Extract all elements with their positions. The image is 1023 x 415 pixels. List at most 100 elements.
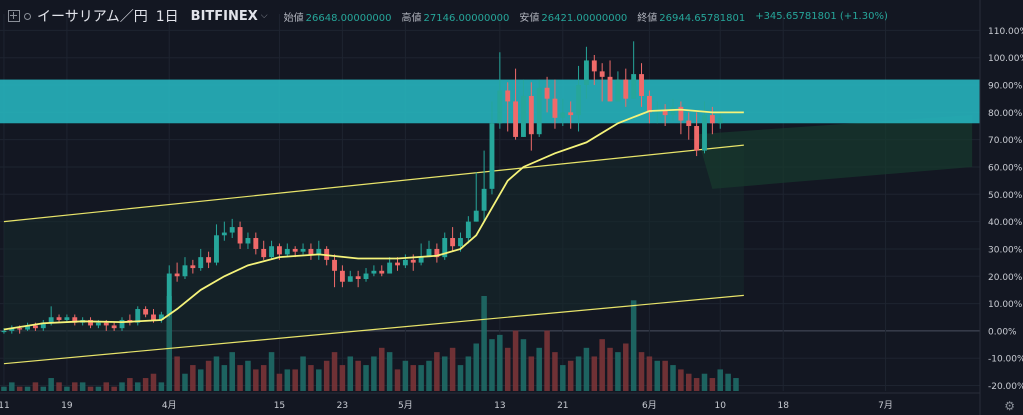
symbol-name[interactable]: イーサリアム／円: [37, 9, 148, 25]
volume-bar: [418, 365, 424, 391]
volume-bar: [205, 360, 212, 391]
volume-bar: [725, 373, 731, 391]
candle-body: [639, 74, 644, 96]
candle-body: [95, 322, 101, 326]
volume-bar: [95, 386, 102, 391]
low-label: 安値: [519, 12, 540, 24]
gear-icon[interactable]: ⚙: [1004, 399, 1015, 413]
volume-bar: [630, 300, 637, 391]
volume-bar: [379, 347, 385, 391]
candle-body: [166, 273, 172, 315]
price-axis[interactable]: 110.00% 100.00% 90.00% 80.00% 70.00% 60.00% 50…: [979, 0, 1023, 415]
x-tick-label: 6月: [642, 400, 657, 411]
candle-body: [64, 317, 70, 320]
volume-bar: [166, 296, 172, 391]
candle-body: [17, 328, 23, 330]
candle-body: [32, 325, 38, 329]
volume-bar: [268, 352, 275, 391]
y-tick-label: 20.00%: [988, 273, 1023, 283]
chevron-down-icon[interactable]: ⌵: [260, 11, 268, 21]
candle-body: [143, 309, 149, 315]
open-value: 始値 26648.00000000: [284, 9, 392, 24]
x-tick-label: 10: [715, 401, 727, 411]
close-value: 終値 26944.65781801: [637, 9, 745, 24]
candle-body: [528, 95, 534, 135]
volume-bar: [544, 330, 550, 391]
volume-bar: [623, 343, 629, 391]
candle-body: [709, 115, 715, 124]
volume-bar: [331, 352, 338, 391]
candle-body: [678, 106, 684, 121]
candle-body: [198, 257, 204, 269]
volume-bar: [536, 347, 542, 391]
y-tick-label: 40.00%: [988, 218, 1023, 228]
x-tick-label: 7月: [878, 400, 893, 411]
candle-body: [253, 238, 259, 249]
add-icon[interactable]: [8, 10, 20, 22]
volume-bar: [32, 382, 39, 391]
candle-body: [623, 79, 629, 99]
candle-body: [497, 90, 503, 124]
volume-bar: [245, 360, 251, 391]
open-number: 26648.00000000: [305, 12, 392, 24]
volume-bar: [386, 352, 393, 391]
candle-body: [489, 123, 495, 189]
volume-bar: [567, 360, 574, 391]
candle-body: [521, 95, 526, 137]
trend-channel: [3, 144, 744, 365]
volume-bar: [520, 339, 527, 391]
volume-bar: [308, 365, 314, 391]
volume-bar: [371, 356, 377, 391]
candle-body: [276, 246, 282, 255]
volume-bar: [646, 356, 653, 391]
candle-body: [465, 221, 471, 239]
moving-average: [3, 108, 744, 331]
candle-body: [103, 322, 109, 326]
candle-body: [339, 270, 345, 282]
candle-body: [237, 227, 243, 244]
volume-bar: [339, 365, 346, 391]
candle-body: [245, 238, 251, 244]
ichimoku-cloud: [3, 115, 973, 364]
candle-body: [40, 322, 46, 329]
y-tick-label: 10.00%: [988, 300, 1023, 310]
volume-bar: [449, 347, 456, 391]
candle-body: [1, 330, 7, 333]
change-value: +345.65781801 (+1.30%): [755, 10, 888, 22]
x-tick-label: 15: [274, 401, 285, 411]
candle-body: [717, 117, 723, 124]
high-value: 高値 27146.00000000: [402, 9, 510, 24]
volume-bar: [662, 360, 668, 391]
candle-body: [284, 248, 290, 255]
volume-bar: [87, 386, 94, 391]
channel-upper-line: [3, 144, 744, 223]
volume-bar: [528, 356, 535, 391]
volume-bar: [591, 356, 598, 391]
time-axis[interactable]: 11 19 4月 15 23 5月 13 21 6月 10 18 7月: [0, 392, 980, 411]
x-tick-label: 19: [61, 401, 73, 411]
timeframe[interactable]: 1日: [155, 9, 179, 25]
candle-body: [25, 325, 30, 330]
volume-bar: [40, 386, 47, 391]
exchange-name[interactable]: BITFINEX: [190, 8, 258, 24]
volume-bar: [213, 356, 220, 391]
x-tick-label: 11: [0, 401, 10, 411]
compare-icon[interactable]: [24, 12, 31, 20]
volume-bar: [56, 382, 62, 391]
close-number: 26944.65781801: [659, 12, 746, 24]
volume-bar: [150, 373, 157, 391]
volume-bar: [72, 382, 78, 391]
y-tick-label: -20.00%: [988, 382, 1023, 392]
volume-bar: [575, 356, 582, 391]
candle-body: [583, 60, 589, 86]
chart-header: イーサリアム／円 1日 BITFINEX ⌵ 始値 26648.00000000 …: [0, 6, 888, 26]
candle-body: [229, 227, 235, 233]
volume-bars: [1, 296, 739, 391]
candle-body: [292, 248, 298, 252]
volume-bar: [394, 369, 401, 391]
forward-cloud: [696, 115, 973, 189]
candle-body: [332, 259, 337, 271]
volume-bar: [9, 382, 15, 391]
candle-body: [300, 248, 306, 252]
